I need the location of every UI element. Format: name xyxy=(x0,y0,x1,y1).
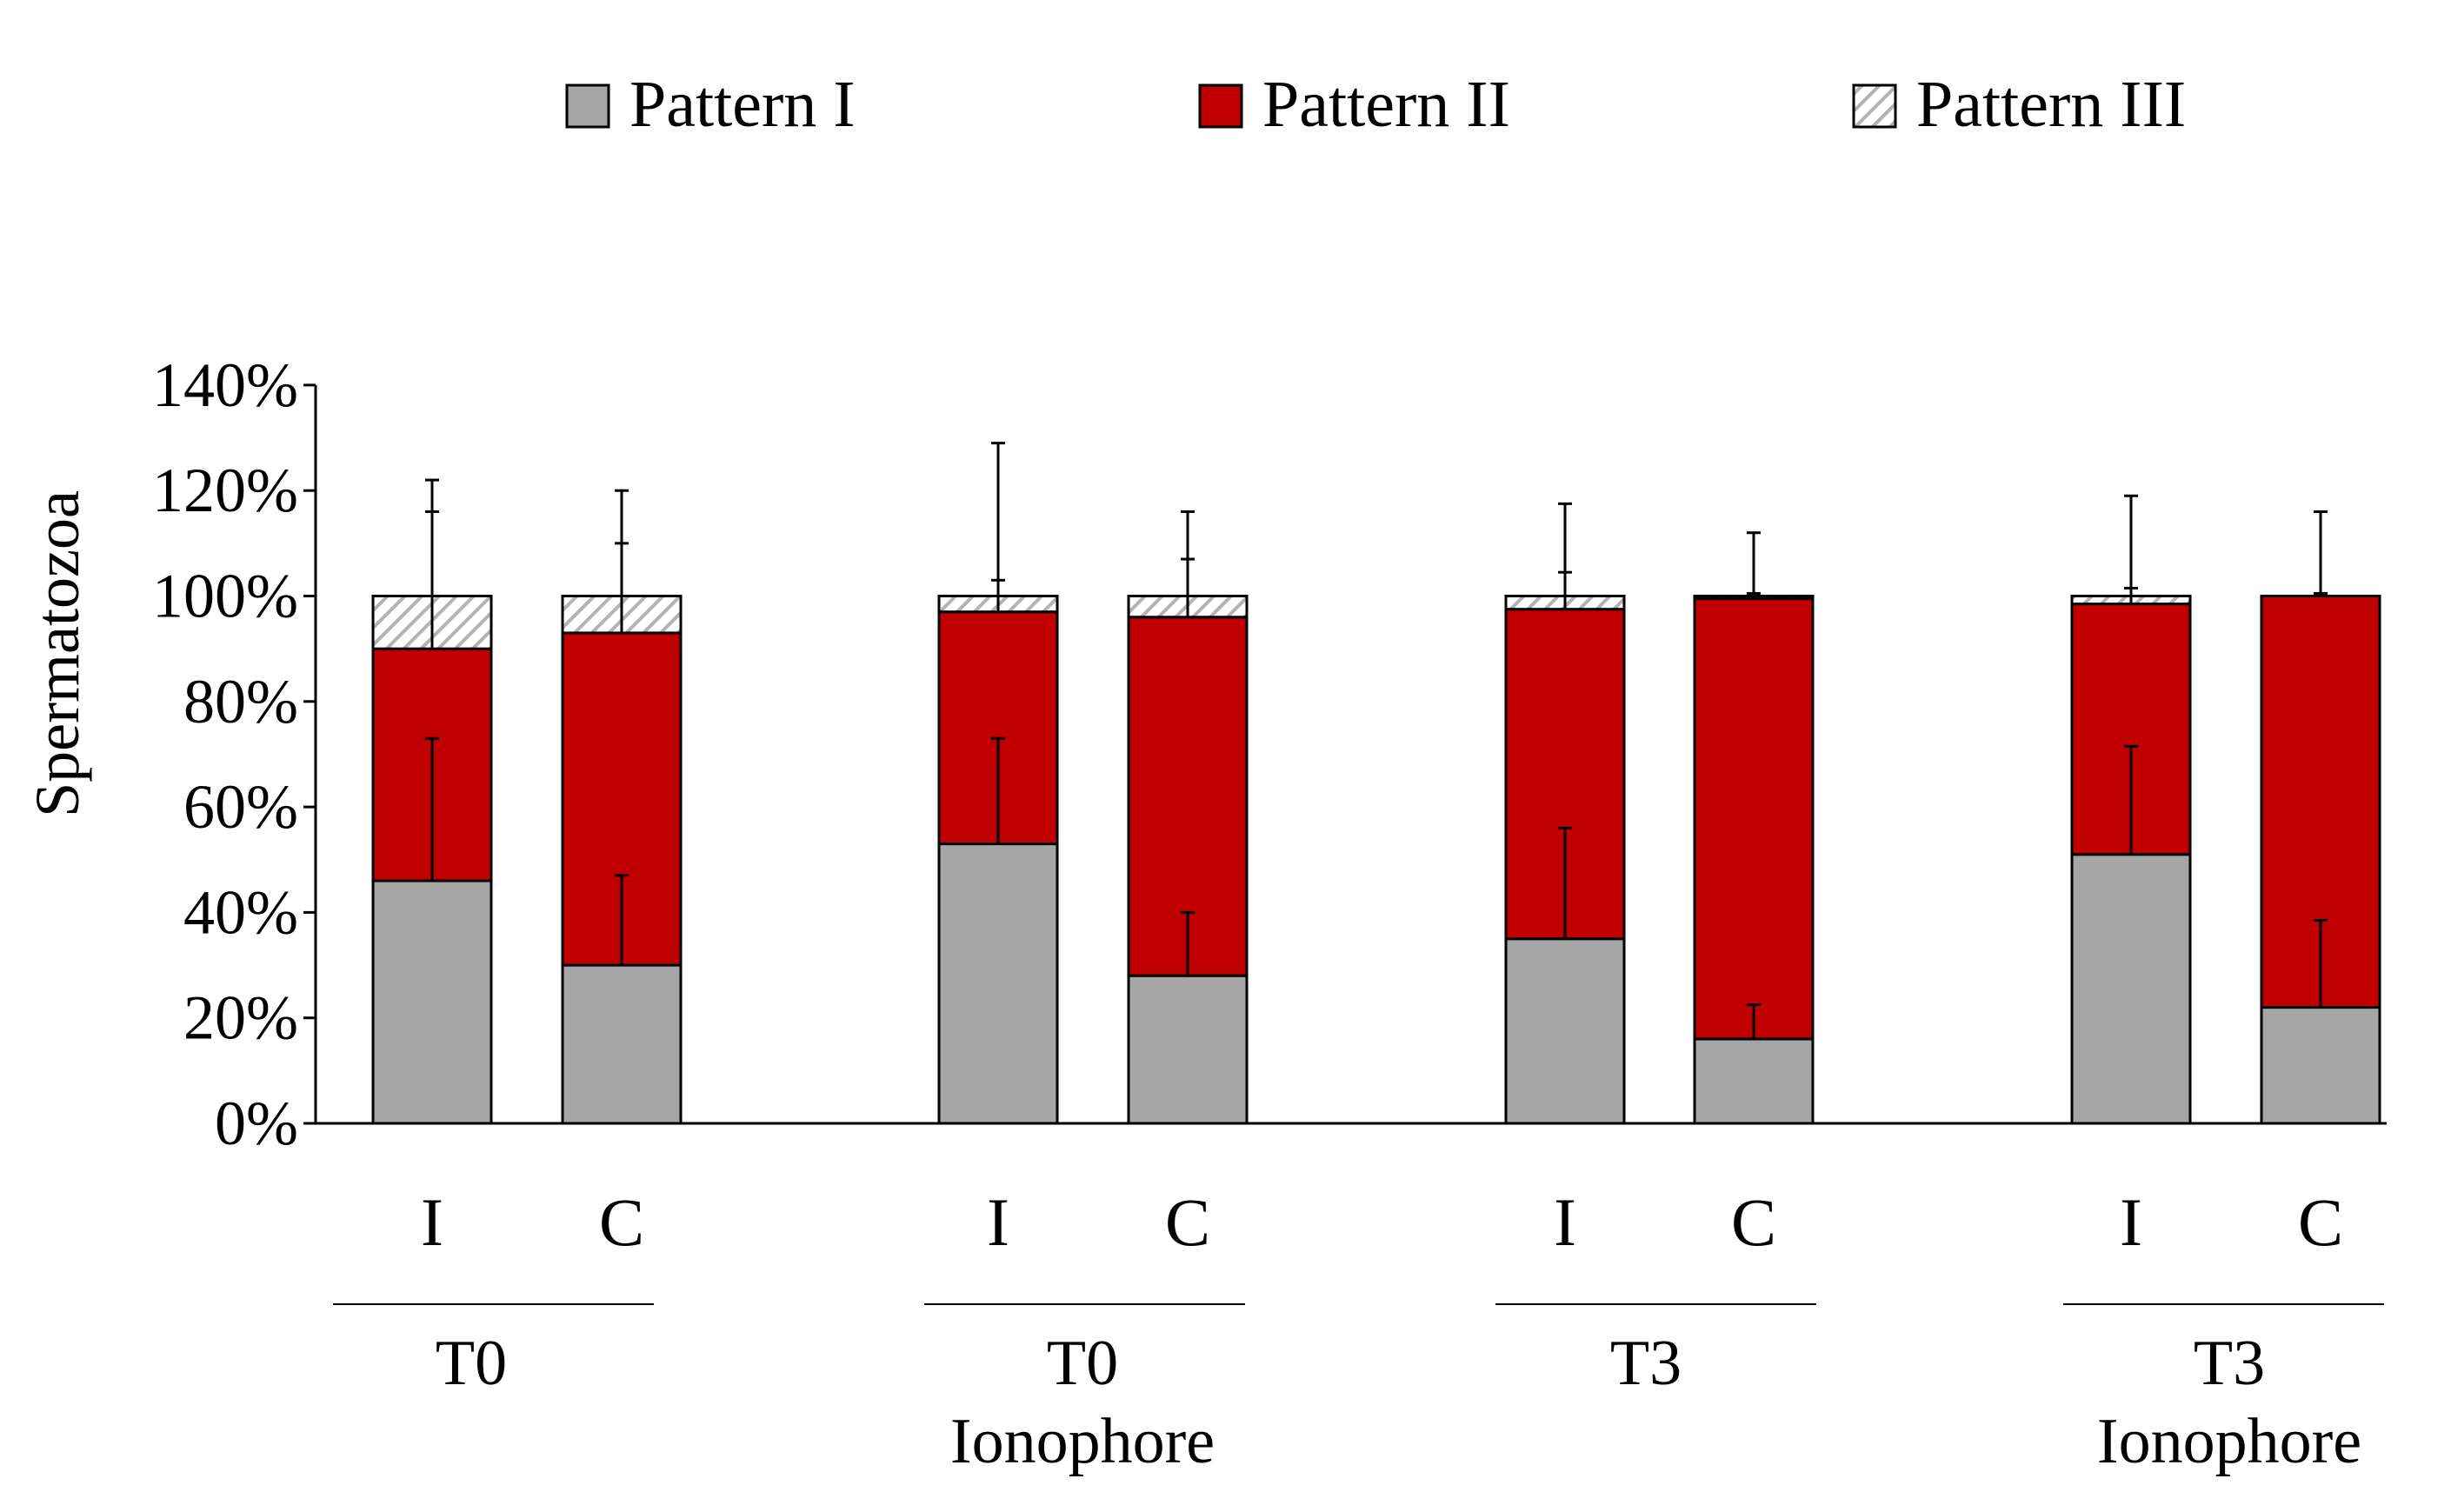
y-tick-label: 20% xyxy=(183,983,298,1053)
y-tick-label: 0% xyxy=(215,1089,298,1158)
bar-1-4 xyxy=(1127,974,1249,1125)
group-label: T3 xyxy=(1610,1328,1682,1399)
bar-1-6 xyxy=(1693,1037,1815,1125)
category-label: I xyxy=(1554,1184,1576,1260)
group-label: Ionophore xyxy=(950,1406,1215,1477)
group-label: T3 xyxy=(2194,1328,2265,1399)
legend-swatch-3 xyxy=(1852,83,1897,129)
category-label: I xyxy=(2120,1184,2142,1260)
y-axis-title: Spermatozoa xyxy=(23,490,92,817)
group-label: Ionophore xyxy=(2097,1406,2361,1477)
category-label: I xyxy=(987,1184,1009,1260)
bar-1-3 xyxy=(937,843,1059,1125)
category-label: C xyxy=(2298,1184,2343,1260)
legend-label: Pattern III xyxy=(1916,68,2186,141)
y-tick-label: 60% xyxy=(183,772,298,842)
category-label: C xyxy=(599,1184,644,1260)
legend-swatch-1 xyxy=(565,83,610,129)
group-label: T0 xyxy=(1047,1328,1118,1399)
legend-swatch-2 xyxy=(1198,83,1243,129)
legend-label: Pattern I xyxy=(629,68,856,141)
category-label: C xyxy=(1731,1184,1776,1260)
bar-1-1 xyxy=(371,879,493,1125)
bar-2-6 xyxy=(1693,597,1815,1041)
y-tick-label: 120% xyxy=(152,456,298,525)
y-tick-label: 100% xyxy=(152,562,298,631)
bar-1-2 xyxy=(561,963,683,1125)
bar-1-7 xyxy=(2070,853,2192,1125)
y-tick-label: 80% xyxy=(183,667,298,736)
bar-1-8 xyxy=(2260,1006,2381,1125)
y-tick-label: 40% xyxy=(183,877,298,947)
category-label: C xyxy=(1165,1184,1210,1260)
category-label: I xyxy=(421,1184,443,1260)
y-tick-label: 140% xyxy=(152,350,298,420)
legend-label: Pattern II xyxy=(1262,68,1510,141)
bar-1-5 xyxy=(1504,937,1626,1125)
group-label: T0 xyxy=(436,1328,507,1399)
